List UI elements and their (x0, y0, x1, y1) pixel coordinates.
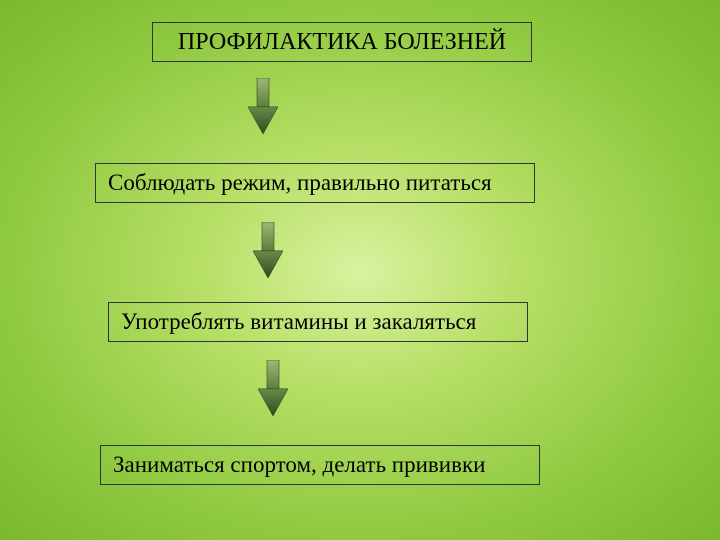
step2-box: Употреблять витамины и закаляться (108, 302, 528, 342)
step2-text: Употреблять витамины и закаляться (121, 309, 476, 335)
arrow-title-to-step1 (248, 78, 278, 134)
step1-text: Соблюдать режим, правильно питаться (108, 170, 492, 196)
step3-text: Заниматься спортом, делать прививки (113, 452, 485, 478)
title-text: ПРОФИЛАКТИКА БОЛЕЗНЕЙ (178, 29, 506, 56)
title-box: ПРОФИЛАКТИКА БОЛЕЗНЕЙ (152, 22, 532, 62)
step3-box: Заниматься спортом, делать прививки (100, 445, 540, 485)
arrow-step1-to-step2 (253, 222, 283, 278)
arrow-step2-to-step3 (258, 360, 288, 416)
step1-box: Соблюдать режим, правильно питаться (95, 163, 535, 203)
